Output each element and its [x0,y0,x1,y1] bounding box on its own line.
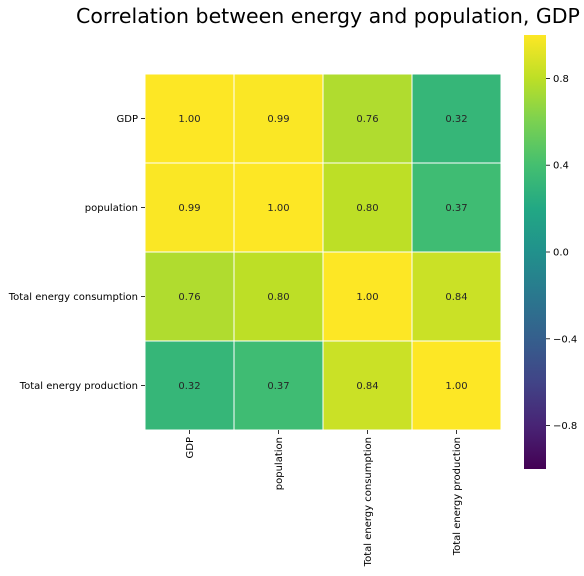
heatmap-cell [144,340,235,431]
colorbar-tick-label: 0.8 [553,74,569,85]
row-tick-labels: GDP population Total energy consumption Tot… [8,114,145,392]
cell-value-label: 0.99 [178,203,200,214]
cell-value-label: 0.84 [356,381,378,392]
heatmap-cell [233,162,324,253]
heatmap-cell [322,340,413,431]
heatmap-cells: 1.00 0.99 0.76 0.32 0.99 1.00 0.80 0.37 0.76 0.80… [144,73,502,431]
column-tick-label: Total energy production [452,437,463,556]
cell-value-label: 0.32 [445,114,467,125]
heatmap-cell [411,73,502,164]
cell-value-label: 0.32 [178,381,200,392]
heatmap-cell [322,73,413,164]
row-tick-label: Total energy consumption [8,292,138,303]
colorbar-ticks: 0.8 0.4 0.0 −0.4 −0.8 [546,74,577,432]
heatmap-cell [411,340,502,431]
heatmap-cell [411,162,502,253]
cell-value-label: 1.00 [356,292,378,303]
cell-value-label: 0.76 [178,292,200,303]
column-tick-labels: GDP population Total energy consumption Tot… [185,430,463,567]
cell-value-label: 0.99 [267,114,289,125]
colorbar-tick-label: 0.4 [553,161,569,172]
colorbar [524,35,546,469]
cell-value-label: 0.37 [267,381,289,392]
heatmap-cell [233,73,324,164]
row-tick-label: population [85,203,138,214]
cell-value-label: 0.80 [356,203,378,214]
colorbar-tick-label: 0.0 [553,248,569,259]
cell-value-label: 1.00 [445,381,467,392]
column-tick-label: Total energy consumption [363,437,374,567]
cell-value-label: 1.00 [178,114,200,125]
heatmap-cell [411,251,502,342]
column-tick-label: population [274,437,285,490]
row-tick-label: GDP [117,114,138,125]
chart-title: Correlation between energy and populatio… [76,4,580,28]
cell-value-label: 0.37 [445,203,467,214]
row-tick-label: Total energy production [19,381,138,392]
cell-value-label: 0.80 [267,292,289,303]
cell-value-label: 1.00 [267,203,289,214]
cell-value-label: 0.84 [445,292,467,303]
column-tick-label: GDP [185,437,196,458]
heatmap-cell [144,162,235,253]
colorbar-tick-label: −0.8 [553,421,577,432]
cell-value-label: 0.76 [356,114,378,125]
heatmap-cell [233,251,324,342]
heatmap-cell [233,340,324,431]
heatmap-cell [144,73,235,164]
colorbar-tick-label: −0.4 [553,334,577,345]
